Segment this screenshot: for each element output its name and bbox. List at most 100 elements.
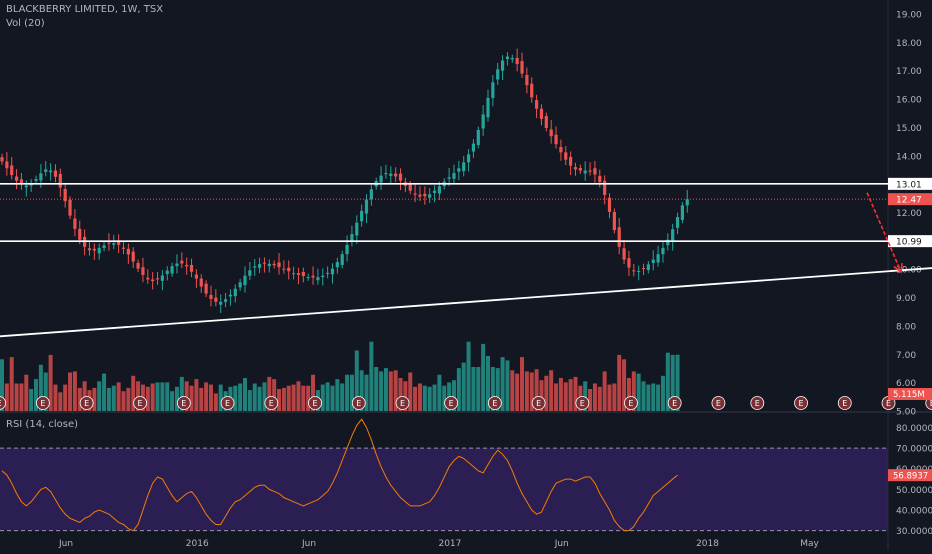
price-tick-label: 6.00 — [896, 379, 916, 389]
earnings-marker-label: E — [400, 399, 405, 408]
earnings-marker — [308, 396, 322, 410]
volume-bar — [364, 374, 369, 411]
candle-body — [515, 57, 519, 64]
candle-body — [175, 263, 179, 267]
candle-body — [0, 157, 4, 162]
candle-body — [345, 244, 349, 255]
volume-bar — [612, 383, 617, 411]
candle-body — [326, 272, 330, 274]
earnings-marker-label: E — [580, 399, 585, 408]
candle-body — [73, 218, 77, 229]
candle-body — [63, 188, 67, 202]
price-tick-label: 14.00 — [896, 152, 922, 162]
volume-bar — [301, 385, 306, 411]
volume-bar — [568, 379, 573, 411]
earnings-marker-label: E — [225, 399, 230, 408]
candle-body — [471, 143, 476, 152]
volume-bar — [646, 384, 651, 411]
earnings-marker-label: E — [628, 399, 633, 408]
volume-bar — [34, 379, 39, 411]
candle-body — [165, 270, 169, 275]
candle-body — [257, 264, 262, 268]
volume-bar — [427, 386, 432, 411]
volume-bar — [131, 375, 136, 411]
candle-body — [564, 152, 568, 160]
rsi-tick-label: 30.0000 — [896, 527, 932, 537]
candle-body — [335, 262, 339, 268]
volume-bar — [573, 376, 578, 411]
volume-bar — [204, 382, 209, 411]
candle-body — [219, 301, 223, 305]
candle-body — [685, 199, 689, 206]
volume-bar — [369, 341, 374, 411]
volume-bar — [651, 383, 656, 411]
candle-body — [214, 297, 218, 302]
earnings-marker-label: E — [755, 399, 760, 408]
earnings-marker — [531, 396, 546, 410]
volume-bar — [558, 378, 563, 411]
earnings-marker-label: E — [672, 399, 677, 408]
volume-bar — [471, 367, 476, 411]
volume-bar — [398, 378, 403, 411]
candle-body — [185, 264, 189, 267]
candle-body — [539, 108, 544, 119]
volume-bar — [549, 370, 554, 411]
candle-body — [131, 251, 135, 262]
earnings-marker — [750, 396, 765, 410]
earnings-marker-label: E — [799, 399, 804, 408]
candle-body — [505, 56, 510, 60]
earnings-marker — [79, 396, 94, 410]
earnings-marker — [667, 396, 682, 410]
price-tick-label: 8.00 — [896, 322, 916, 332]
candle-body — [603, 180, 607, 195]
volume-bar — [432, 384, 437, 411]
earnings-marker — [351, 396, 366, 410]
candle-body — [199, 278, 203, 287]
volume-bar — [660, 375, 665, 411]
last-price-badge — [888, 193, 932, 206]
candle-body — [389, 173, 393, 176]
candle-body — [355, 222, 359, 236]
candle-body — [661, 247, 665, 255]
candle-body — [593, 168, 597, 175]
volume-bar — [126, 387, 131, 411]
candle-body — [24, 185, 28, 188]
volume-bar — [665, 352, 670, 411]
rsi-indicator-label: RSI (14, close) — [6, 419, 79, 430]
candle-body — [151, 279, 155, 282]
candle-body — [583, 170, 587, 174]
candle-body — [535, 100, 539, 109]
candle-body — [423, 193, 427, 197]
earnings-marker — [395, 396, 410, 410]
candle-body — [49, 170, 53, 173]
volume-bar — [529, 372, 534, 411]
rsi-value-label: 56.8937 — [893, 472, 928, 482]
volume-bar — [155, 382, 160, 411]
volume-bar — [296, 381, 301, 411]
candle-body — [170, 266, 174, 274]
candle-body — [321, 275, 325, 278]
candle-body — [233, 288, 237, 297]
candle-body — [466, 154, 471, 163]
volume-bar — [451, 380, 456, 411]
volume-bar — [184, 381, 189, 411]
price-tick-label: 9.00 — [896, 294, 916, 304]
candle-body — [180, 260, 184, 264]
earnings-marker — [35, 396, 50, 410]
volume-bar — [349, 374, 354, 411]
candle-body — [160, 275, 164, 281]
candle-body — [146, 277, 150, 280]
candle-body — [228, 294, 233, 297]
candle-body — [194, 274, 198, 279]
earnings-marker — [711, 396, 726, 410]
candle-body — [39, 173, 43, 181]
candle-body — [612, 211, 616, 231]
volume-bar — [306, 385, 311, 411]
earnings-marker-label: E — [269, 399, 274, 408]
candle-body — [394, 173, 398, 177]
candle-body — [627, 258, 631, 268]
rsi-value-badge — [888, 469, 932, 482]
candle-body — [340, 254, 344, 265]
